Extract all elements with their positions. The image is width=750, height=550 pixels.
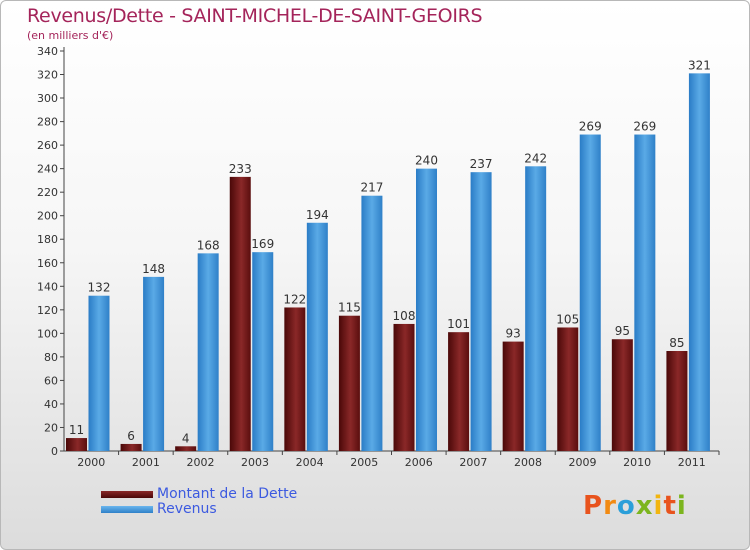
logo-letter: x [635, 491, 654, 521]
y-tick-label: 340 [37, 45, 58, 58]
data-label: 122 [283, 292, 306, 306]
bar-revenus [361, 195, 383, 451]
logo-letter: o [616, 491, 636, 521]
bar-revenus [252, 252, 274, 451]
x-tick-label: 2006 [405, 456, 433, 469]
bar-dette [557, 327, 579, 451]
bar-revenus [634, 134, 656, 451]
data-label: 132 [88, 281, 111, 295]
data-label: 269 [579, 120, 602, 134]
x-tick-label: 2008 [514, 456, 542, 469]
data-labels: 11 132 6 148 4 168 233 169 122 194 115 217 108 240 101… [69, 58, 711, 445]
axes: 0 20 40 60 80 100 120 140 160 180 200 220 240 260 280 3… [37, 45, 720, 469]
bar-revenus [197, 253, 219, 451]
bar-revenus [88, 295, 110, 451]
x-tick-label: 2011 [678, 456, 706, 469]
y-tick-label: 80 [44, 351, 58, 364]
x-tick-label: 2001 [132, 456, 160, 469]
bar-dette [66, 438, 87, 451]
y-tick-label: 160 [37, 257, 58, 270]
data-label: 148 [142, 262, 165, 276]
data-label: 321 [688, 58, 711, 72]
bar-dette [284, 307, 306, 451]
bar-revenus [579, 134, 601, 451]
bar-revenus [688, 73, 710, 452]
data-label: 6 [127, 429, 135, 443]
data-label: 242 [524, 151, 547, 165]
data-label: 168 [197, 238, 220, 252]
data-label: 101 [447, 317, 470, 331]
y-tick-label: 320 [37, 69, 58, 82]
data-label: 11 [69, 423, 84, 437]
bar-revenus [143, 276, 165, 451]
bar-revenus [306, 222, 328, 451]
bar-revenus [470, 172, 492, 452]
x-tick-label: 2004 [296, 456, 324, 469]
x-tick-label: 2007 [459, 456, 487, 469]
logo-letter: i [676, 491, 687, 521]
chart-unit-subtitle: (en milliers d'€) [27, 29, 114, 42]
y-tick-label: 300 [37, 92, 58, 105]
legend-label-revenus: Revenus [157, 501, 217, 517]
bar-revenus [525, 166, 547, 451]
x-tick-label: 2010 [623, 456, 651, 469]
x-tick-label: 2009 [569, 456, 597, 469]
data-label: 194 [306, 208, 329, 222]
chart-title: Revenus/Dette - SAINT-MICHEL-DE-SAINT-GE… [27, 5, 483, 27]
bar-dette [502, 341, 524, 451]
y-tick-label: 60 [44, 374, 58, 387]
logo-letter: r [603, 491, 617, 521]
bar-dette [338, 315, 360, 451]
data-label: 85 [669, 336, 684, 350]
bar-dette [448, 332, 470, 451]
data-label: 105 [556, 312, 579, 326]
data-label: 240 [415, 154, 438, 168]
data-label: 93 [506, 327, 521, 341]
data-label: 108 [393, 309, 416, 323]
y-tick-label: 260 [37, 139, 58, 152]
y-tick-label: 200 [37, 210, 58, 223]
data-label: 95 [615, 324, 630, 338]
bar-revenus [416, 168, 437, 451]
bar-dette [120, 443, 142, 451]
legend-label-dette: Montant de la Dette [157, 486, 298, 502]
x-tick-label: 2000 [77, 456, 105, 469]
bar-dette [175, 446, 197, 451]
y-tick-label: 120 [37, 304, 58, 317]
x-tick-label: 2002 [186, 456, 214, 469]
logo-letter: t [663, 491, 677, 521]
y-tick-label: 0 [51, 445, 58, 458]
bar-dette [611, 339, 633, 451]
data-label: 269 [633, 120, 656, 134]
logo-letter: i [653, 491, 664, 521]
y-tick-label: 180 [37, 233, 58, 246]
data-label: 169 [251, 237, 274, 251]
x-tick-label: 2005 [350, 456, 378, 469]
bar-dette [229, 176, 251, 451]
legend-swatch-dette [101, 491, 153, 498]
data-label: 233 [229, 162, 252, 176]
legend-swatch-revenus [101, 506, 153, 513]
bar-chart: 0 20 40 60 80 100 120 140 160 180 200 220 240 260 280 3… [37, 45, 720, 469]
y-tick-label: 240 [37, 163, 58, 176]
y-tick-label: 140 [37, 280, 58, 293]
y-tick-label: 40 [44, 398, 58, 411]
data-label: 4 [182, 431, 190, 445]
y-tick-label: 220 [37, 186, 58, 199]
data-label: 115 [338, 301, 361, 315]
proxiti-logo: Proxiti [583, 491, 687, 521]
bar-dette [393, 323, 415, 451]
y-tick-label: 280 [37, 116, 58, 129]
y-tick-label: 100 [37, 327, 58, 340]
y-tick-label: 20 [44, 421, 58, 434]
data-label: 217 [360, 181, 383, 195]
data-label: 237 [470, 157, 493, 171]
logo-letter: P [583, 491, 604, 521]
x-tick-label: 2003 [241, 456, 269, 469]
bar-dette [666, 351, 688, 451]
bars [66, 73, 710, 452]
